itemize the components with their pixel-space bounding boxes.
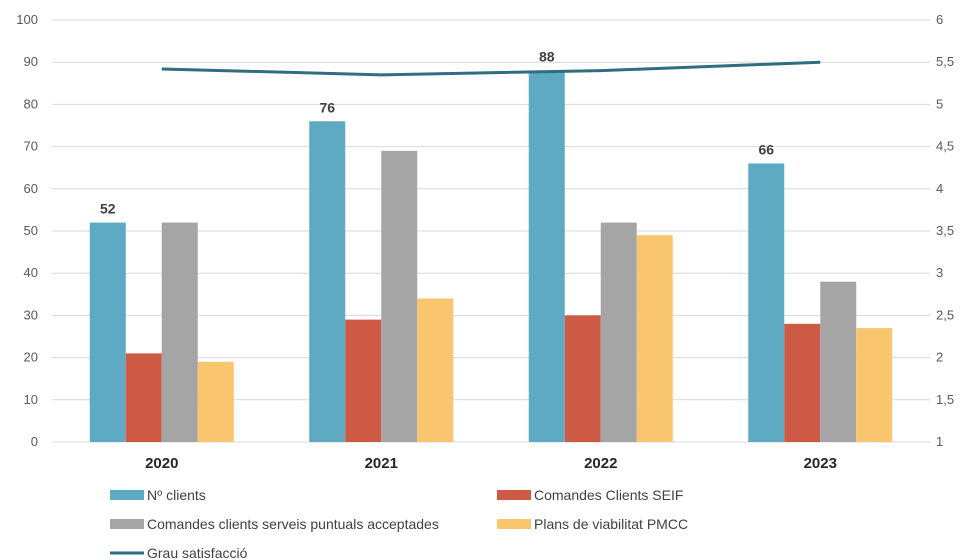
right-tick-label: 2,5 [936, 307, 954, 322]
category-label: 2022 [584, 455, 617, 472]
bar [528, 70, 565, 442]
data-label: 76 [319, 99, 335, 115]
right-tick-label: 3,5 [936, 223, 954, 238]
left-tick-label: 40 [24, 265, 38, 280]
legend-swatch [497, 490, 531, 500]
right-tick-label: 6 [936, 12, 943, 27]
left-tick-label: 10 [24, 392, 38, 407]
right-tick-label: 2 [936, 350, 943, 365]
satisfaction-line [161, 60, 821, 77]
bar [197, 361, 234, 442]
legend-item[interactable]: Plans de viabilitat PMCC [497, 516, 688, 532]
legend-label: Plans de viabilitat PMCC [534, 516, 688, 532]
bar [564, 315, 601, 442]
bar [345, 319, 382, 442]
right-tick-label: 1 [936, 434, 943, 449]
bar [309, 121, 346, 442]
right-tick-label: 1,5 [936, 392, 954, 407]
legend-item[interactable]: Grau satisfacció [110, 545, 248, 560]
right-tick-label: 4 [936, 181, 943, 196]
legend-item[interactable]: Nº clients [110, 487, 206, 503]
bar [417, 298, 454, 442]
data-labels: 52 76 88 66 [100, 49, 774, 217]
legend-item[interactable]: Comandes clients serveis puntuals accept… [110, 516, 439, 532]
left-tick-label: 30 [24, 307, 38, 322]
bar [125, 353, 162, 442]
legend-label: Comandes Clients SEIF [534, 487, 683, 503]
left-axis-ticks: 0 10 20 30 40 50 60 70 80 90 100 [16, 12, 38, 449]
bar [856, 328, 893, 442]
legend-swatch [110, 490, 144, 500]
bar [161, 222, 198, 442]
right-tick-label: 3 [936, 265, 943, 280]
bar [784, 323, 821, 442]
bar [820, 281, 857, 442]
left-tick-label: 90 [24, 54, 38, 69]
left-tick-label: 60 [24, 181, 38, 196]
bar [748, 163, 785, 443]
left-tick-label: 80 [24, 96, 38, 111]
legend-label: Nº clients [147, 487, 206, 503]
bar [89, 222, 126, 442]
right-axis-ticks: 1 1,5 2 2,5 3 3,5 4 4,5 5 5,5 6 [936, 12, 954, 449]
right-tick-label: 5 [936, 96, 943, 111]
data-label: 52 [100, 201, 116, 217]
legend-swatch [497, 519, 531, 529]
line-series [161, 60, 821, 77]
legend-swatch [110, 519, 144, 529]
left-tick-label: 70 [24, 139, 38, 154]
left-tick-label: 20 [24, 350, 38, 365]
right-tick-label: 5,5 [936, 54, 954, 69]
left-tick-label: 0 [31, 434, 38, 449]
bar [381, 150, 418, 442]
bars [89, 70, 893, 443]
category-labels: 2020 2021 2022 2023 [145, 455, 837, 472]
legend-item[interactable]: Comandes Clients SEIF [497, 487, 683, 503]
category-label: 2020 [145, 455, 178, 472]
bar [600, 222, 637, 442]
category-label: 2021 [365, 455, 398, 472]
legend-label: Comandes clients serveis puntuals accept… [147, 516, 439, 532]
left-tick-label: 100 [16, 12, 38, 27]
data-label: 88 [539, 49, 555, 65]
bar [636, 235, 673, 442]
right-tick-label: 4,5 [936, 139, 954, 154]
data-label: 66 [758, 141, 774, 157]
legend-label: Grau satisfacció [147, 545, 248, 560]
left-tick-label: 50 [24, 223, 38, 238]
category-label: 2023 [804, 455, 837, 472]
legend[interactable]: Nº clients Comandes Clients SEIF Comandes … [110, 487, 688, 560]
